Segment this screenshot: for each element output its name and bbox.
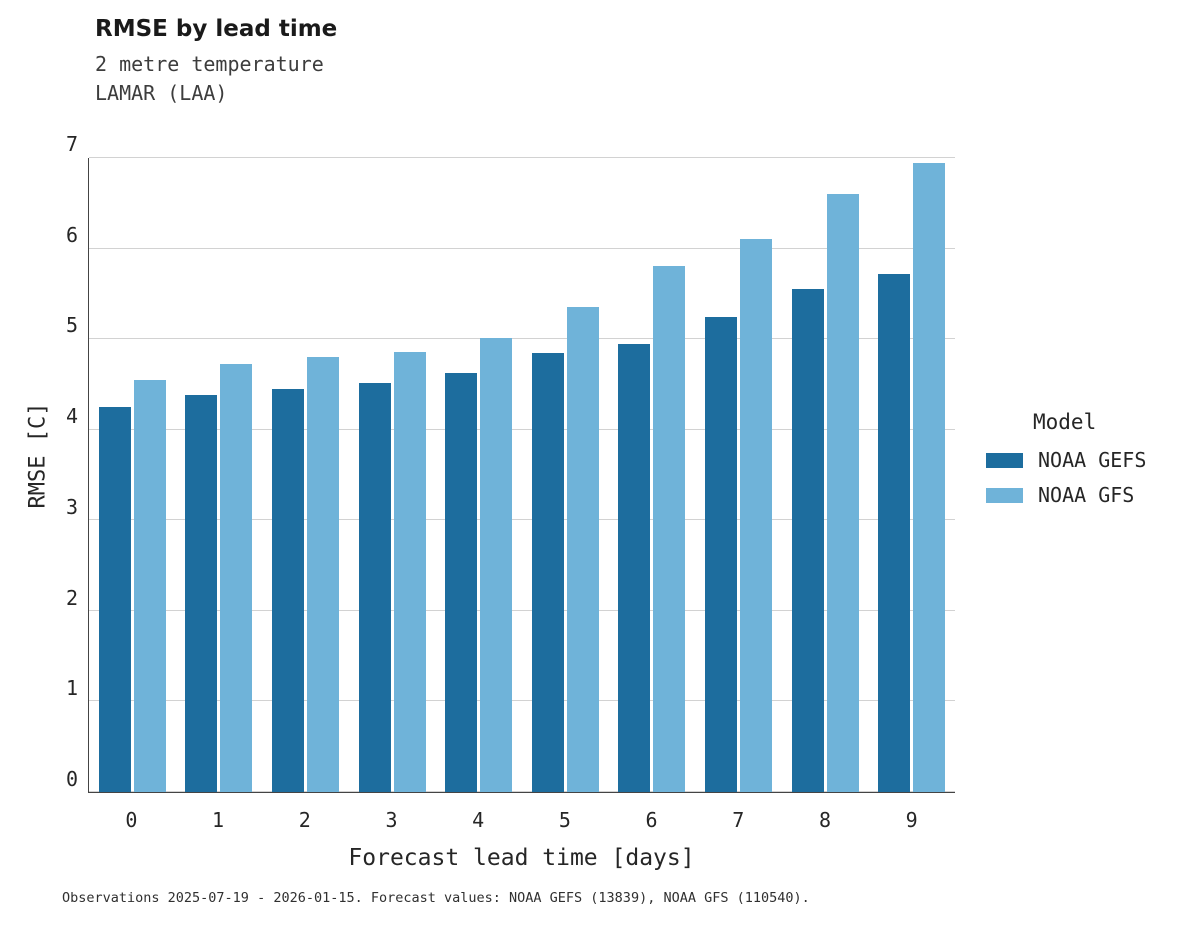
bar (393, 351, 426, 792)
y-tick-label: 7 (65, 132, 78, 156)
chart-subtitle: 2 metre temperature (95, 52, 324, 76)
x-tick-label: 2 (298, 808, 311, 832)
bar-group (349, 158, 436, 792)
gridline (89, 428, 955, 430)
legend-title: Model (1033, 410, 1097, 434)
x-tick-label: 8 (818, 808, 831, 832)
legend-item: NOAA GFS (986, 483, 1146, 507)
y-tick-label: 6 (65, 222, 78, 247)
legend-swatch (986, 452, 1023, 468)
bar (653, 265, 686, 792)
legend-swatch (986, 487, 1023, 503)
bar (531, 352, 564, 792)
gridline (89, 700, 955, 702)
gridline (89, 157, 955, 158)
gridline (89, 609, 955, 611)
legend-label: NOAA GFS (1038, 483, 1135, 507)
station-label: LAMAR (LAA) (95, 81, 228, 105)
bar (791, 289, 824, 792)
bar (704, 317, 737, 792)
bar (480, 338, 513, 792)
bar-group (262, 158, 349, 792)
bar-group (522, 158, 609, 792)
bar (566, 307, 599, 792)
bar (826, 194, 859, 792)
x-tick-label: 3 (385, 808, 398, 832)
legend-label: NOAA GEFS (1038, 448, 1147, 472)
gridline (89, 791, 955, 792)
bar (739, 238, 772, 792)
plot-area (88, 157, 955, 793)
x-axis-label: Forecast lead time [days] (348, 845, 695, 871)
bar (913, 162, 946, 792)
bar (271, 388, 304, 792)
bar-group (176, 158, 263, 792)
x-tick-label: 5 (558, 808, 571, 832)
bar (306, 357, 339, 792)
legend: Model NOAA GEFS NOAA GFS (986, 410, 1146, 518)
bar-group (695, 158, 782, 792)
legend-items: NOAA GEFS NOAA GFS (986, 448, 1146, 507)
bar (878, 273, 911, 792)
y-tick-label: 4 (65, 404, 78, 429)
x-tick-label: 4 (472, 808, 485, 832)
x-tick-label: 9 (905, 808, 918, 832)
y-tick-label: 5 (65, 313, 78, 338)
y-axis-ticks: 0 1 2 3 4 5 6 7 (0, 132, 78, 793)
bar (133, 379, 166, 792)
bar (445, 372, 478, 792)
gridline (89, 519, 955, 521)
gridline (89, 247, 955, 249)
y-tick-label: 3 (65, 494, 78, 519)
bar-group (868, 158, 955, 792)
plot-wrap (88, 157, 955, 793)
bar-group (435, 158, 522, 792)
bar-group (609, 158, 696, 792)
bar (185, 395, 218, 792)
gridline (89, 338, 955, 340)
bar (98, 407, 131, 792)
x-axis-ticks: 0 1 2 3 4 5 6 7 8 9 (88, 808, 955, 832)
y-tick-label: 1 (65, 676, 78, 701)
chart-title: RMSE by lead time (95, 16, 338, 42)
bars-row (89, 158, 955, 792)
legend-item: NOAA GEFS (986, 448, 1146, 472)
x-tick-label: 1 (212, 808, 225, 832)
bar (358, 382, 391, 792)
bar (220, 363, 253, 792)
bar-group (782, 158, 869, 792)
x-tick-label: 7 (732, 808, 745, 832)
y-tick-label: 2 (65, 585, 78, 610)
bar-group (89, 158, 176, 792)
footer-note: Observations 2025-07-19 - 2026-01-15. Fo… (62, 890, 810, 906)
x-tick-label: 6 (645, 808, 658, 832)
bar (618, 343, 651, 792)
y-tick-label: 0 (65, 767, 78, 791)
chart-header: RMSE by lead time 2 metre temperature LA… (95, 16, 337, 108)
x-tick-label: 0 (125, 808, 138, 832)
